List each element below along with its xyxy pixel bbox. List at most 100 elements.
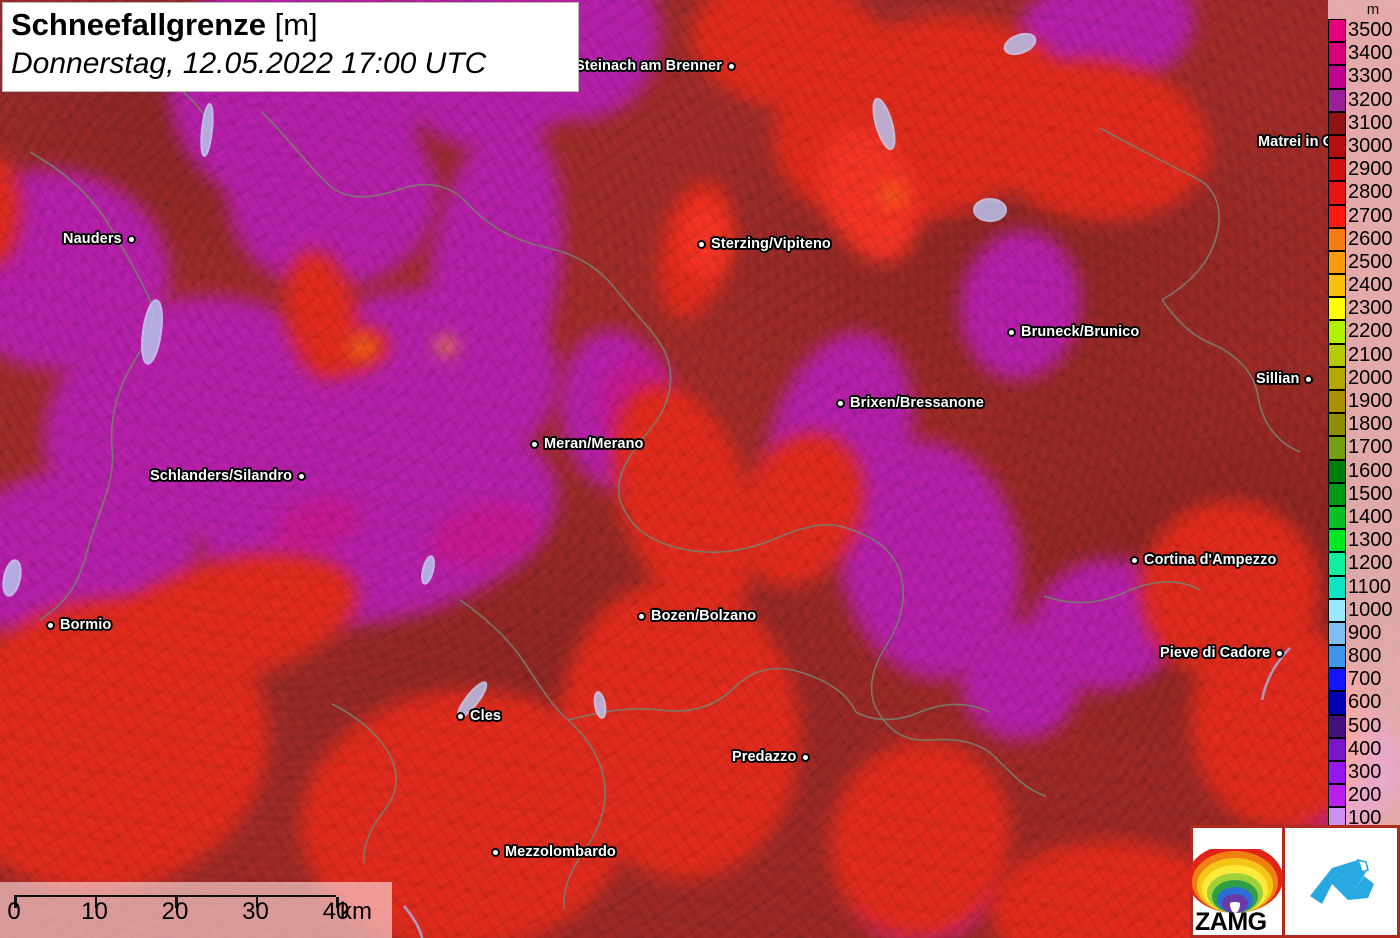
legend-row[interactable]: 1000 [1328, 598, 1400, 622]
title-unit: [m] [274, 7, 318, 42]
scale-tick [255, 897, 258, 908]
legend-row[interactable]: 1800 [1328, 413, 1400, 437]
legend-row[interactable]: 600 [1328, 691, 1400, 715]
legend-row[interactable]: 3500 [1328, 19, 1400, 43]
legend-row[interactable]: 800 [1328, 645, 1400, 669]
legend-color-swatch [1328, 737, 1346, 761]
legend-color-swatch [1328, 204, 1346, 228]
field-region [438, 338, 454, 354]
logo-panel: ZAMG [1187, 825, 1400, 938]
legend-row[interactable]: 3200 [1328, 88, 1400, 112]
legend-color-swatch [1328, 482, 1346, 506]
legend-color-swatch [1328, 436, 1346, 460]
legend-color-swatch [1328, 390, 1346, 414]
lake-shapes [2, 32, 1037, 719]
legend-value: 700 [1348, 668, 1382, 691]
legend-color-swatch [1328, 111, 1346, 135]
legend-color-swatch [1328, 297, 1346, 321]
legend-row[interactable]: 2800 [1328, 181, 1400, 205]
legend-row[interactable]: 1400 [1328, 505, 1400, 530]
legend-row[interactable]: 2000 [1328, 366, 1400, 390]
field-region [0, 150, 20, 270]
legend-value: 600 [1348, 691, 1382, 714]
legend-color-swatch [1328, 645, 1346, 669]
legend-value: 1300 [1348, 529, 1393, 552]
legend-row[interactable]: 3400 [1328, 42, 1400, 66]
scale-tick-label: 40 [322, 898, 350, 925]
legend-value: 900 [1348, 621, 1382, 644]
legend-row[interactable]: 3000 [1328, 134, 1400, 159]
legend-value: 3400 [1348, 42, 1393, 65]
legend-value: 2700 [1348, 204, 1393, 227]
legend-row[interactable]: 2500 [1328, 250, 1400, 275]
legend-row[interactable]: 2900 [1328, 158, 1400, 182]
legend-row[interactable]: 1100 [1328, 575, 1400, 599]
blue-mountain-arrow-icon [1310, 858, 1374, 904]
legend-row[interactable]: 2700 [1328, 204, 1400, 228]
legend-row[interactable]: 1600 [1328, 459, 1400, 483]
field-region [882, 188, 904, 202]
rainbow-arc [1192, 851, 1278, 913]
legend-row[interactable]: 700 [1328, 668, 1400, 692]
legend-value: 2000 [1348, 366, 1393, 389]
legend-value: 1000 [1348, 598, 1393, 621]
legend-row[interactable]: 1700 [1328, 436, 1400, 460]
legend-unit-label: m [1366, 1, 1380, 18]
legend-row[interactable]: 2600 [1328, 227, 1400, 251]
legend-value: 1600 [1348, 459, 1393, 482]
legend-color-swatch [1328, 134, 1346, 159]
legend-panel[interactable]: m 3500 3400 3300 3200 3100 3000 2900 2800 2700 26… [1328, 0, 1400, 831]
legend-row[interactable]: 500 [1328, 714, 1400, 738]
legend-value: 1700 [1348, 436, 1393, 459]
legend-row[interactable]: 1200 [1328, 552, 1400, 576]
legend-value: 1200 [1348, 552, 1393, 575]
legend-value: 3300 [1348, 65, 1393, 88]
legend-value: 2900 [1348, 158, 1393, 181]
legend-color-swatch [1328, 181, 1346, 205]
border-lines [29, 59, 1301, 911]
legend-row[interactable]: 2100 [1328, 343, 1400, 367]
legend-value: 2100 [1348, 343, 1393, 366]
legend-row[interactable]: 1500 [1328, 482, 1400, 506]
legend-value: 2200 [1348, 320, 1393, 343]
legend-value: 2400 [1348, 274, 1393, 297]
legend-row[interactable]: 300 [1328, 761, 1400, 785]
legend-row[interactable]: 900 [1328, 621, 1400, 646]
legend-row[interactable]: 2200 [1328, 320, 1400, 344]
legend-color-swatch [1328, 575, 1346, 599]
legend-row[interactable]: 100 [1328, 807, 1400, 831]
legend-row[interactable]: 1300 [1328, 529, 1400, 553]
legend-row[interactable]: 2300 [1328, 297, 1400, 321]
scale-tick [175, 897, 178, 908]
scale-tick-label: 20 [161, 898, 189, 925]
rainbow-arc [1212, 879, 1258, 913]
rainbow-arc [1222, 894, 1248, 913]
legend-color-swatch [1328, 88, 1346, 112]
scale-bar-line [14, 895, 339, 908]
rainbow-arc [1197, 858, 1273, 913]
legend-value: 1900 [1348, 390, 1393, 412]
partner-logo[interactable] [1285, 825, 1400, 938]
legend-row[interactable]: 3100 [1328, 111, 1400, 135]
page-title: Schneefallgrenze [m] [11, 6, 568, 44]
legend-value: 400 [1348, 737, 1382, 760]
legend-row[interactable]: 2400 [1328, 274, 1400, 298]
legend-row[interactable]: 200 [1328, 784, 1400, 808]
legend-row[interactable]: 1900 [1328, 390, 1400, 414]
legend-color-swatch [1328, 552, 1346, 576]
legend-value: 1100 [1348, 575, 1392, 598]
legend-value: 100 [1348, 807, 1382, 830]
river-lines [403, 647, 1291, 938]
legend-row[interactable]: 3300 [1328, 65, 1400, 89]
legend-row[interactable]: 400 [1328, 737, 1400, 761]
legend-value: 2600 [1348, 227, 1393, 250]
legend-color-swatch [1328, 274, 1346, 298]
zamg-logo[interactable]: ZAMG [1187, 825, 1285, 938]
scale-tick [336, 897, 339, 908]
legend-color-swatch [1328, 42, 1346, 66]
legend-color-swatch [1328, 250, 1346, 275]
